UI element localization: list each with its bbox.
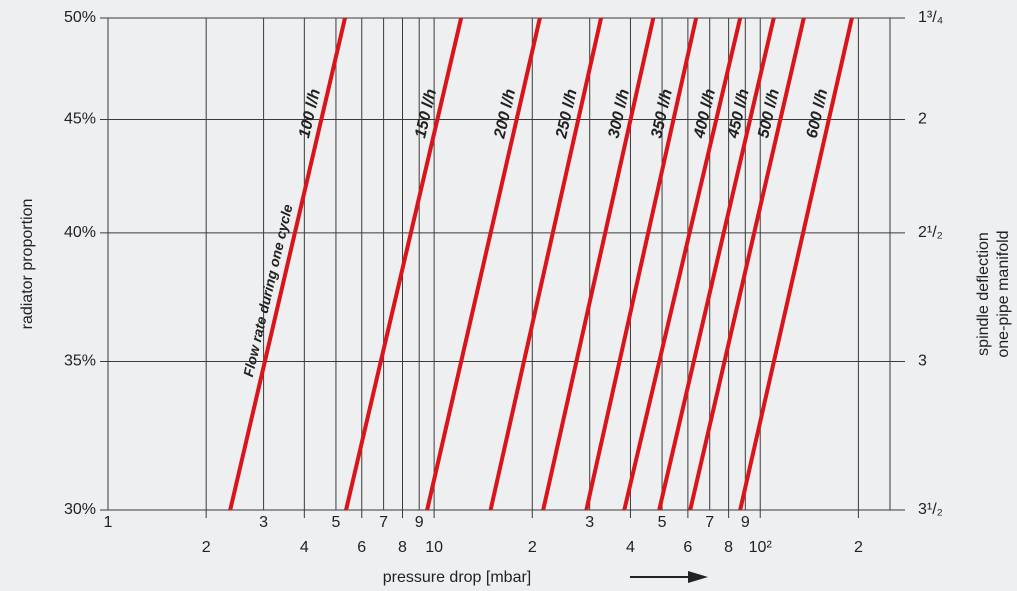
arrow-head [688,571,708,583]
flow-line [344,17,464,511]
x-tick-label: 1 [104,514,113,531]
y-tick-label: 40% [64,224,96,241]
x-tick-label: 8 [398,539,407,556]
x-tick-label: 3 [585,514,594,531]
flow-line [622,17,743,511]
flow-line [425,17,542,511]
y2-tick-label: 1³/₄ [918,9,943,26]
x-tick-label: 3 [259,514,268,531]
flow-line [584,17,699,511]
x-tick-label: 6 [683,539,692,556]
x-tick-label: 4 [626,539,635,556]
x-tick-label: 6 [357,539,366,556]
y-tick-label: 50% [64,9,96,26]
x-tick-label: 10 [425,539,443,556]
y-tick-label: 35% [64,353,96,370]
x-tick-label: 4 [300,539,309,556]
flow-line [228,17,347,511]
y2-tick-label: 2¹/₂ [918,224,943,241]
flow-line [657,17,776,511]
y2-axis-label: one-pipe manifold [995,230,1012,357]
y2-tick-label: 3¹/₂ [918,501,943,518]
x-tick-label: 2 [528,539,537,556]
x-tick-label: 9 [741,514,750,531]
arrow [630,571,708,583]
y-tick-label: 30% [64,501,96,518]
y-tick-label: 45% [64,111,96,128]
x-tick-label: 5 [331,514,340,531]
flow-line [688,17,806,511]
flow-line [488,17,604,511]
x-tick-label: 8 [724,539,733,556]
x-tick-label: 5 [658,514,667,531]
x-tick-label: 7 [379,514,388,531]
x-tick-label: 7 [705,514,714,531]
x-tick-label: 2 [202,539,211,556]
y-axis-label: radiator proportion [19,199,36,330]
y2-axis-label: spindle deflection [975,232,992,356]
x-tick-label: 2 [854,539,863,556]
x-tick-label: 10² [749,539,773,556]
x-axis-label: pressure drop [mbar] [383,569,532,586]
y2-tick-label: 3 [918,353,927,370]
flow-line [541,17,656,511]
flow-line [738,17,854,511]
y2-tick-label: 2 [918,111,927,128]
x-tick-label: 9 [415,514,424,531]
